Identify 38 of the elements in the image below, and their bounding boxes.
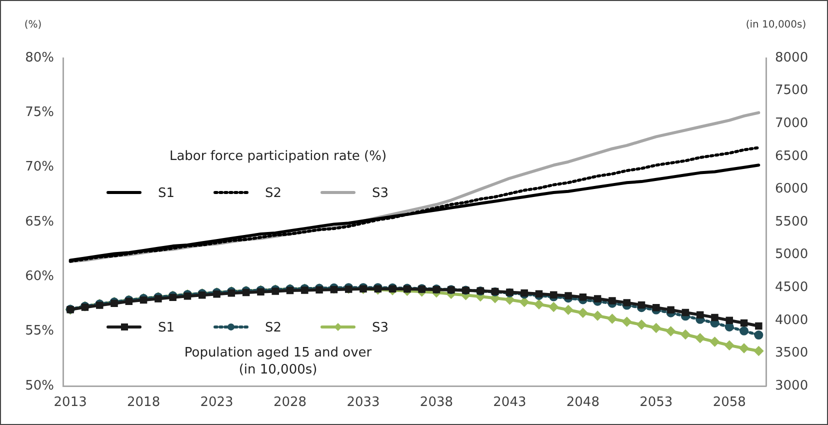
x-tick-label: 2038 [420,395,454,410]
x-tick-label: 2023 [200,395,234,410]
y2-tick-label: 7000 [775,116,808,131]
x-tick-label: 2058 [712,395,746,410]
y-tick-label: 80% [25,50,54,66]
legend-label: S2 [265,320,282,336]
x-tick-label: 2033 [346,395,380,410]
y2-tick-label: 4500 [775,280,808,295]
y2-tick-label: 5500 [775,214,808,230]
x-tick-label: 2048 [566,395,600,410]
legend-label: S1 [158,320,175,336]
x-tick-label: 2053 [640,395,673,410]
y2-tick-label: 3000 [775,378,808,394]
y-tick-label: 70% [25,160,54,175]
legend-label: S2 [265,186,282,201]
annotation: Population aged 15 and over (in 10,000s) [184,346,372,378]
legend-label: S3 [372,186,389,201]
y2-tick-label: 6000 [775,182,808,197]
y-tick-label: 50% [25,378,54,394]
legend-label: S1 [158,186,175,201]
y2-tick-label: 6500 [775,148,808,164]
y2-tick-label: 3500 [775,346,808,361]
y2-tick-label: 5000 [775,247,808,262]
x-tick-label: 2018 [127,395,160,410]
legend-label: S3 [372,320,389,336]
y2-axis-title: (in 10,000s) [746,20,806,31]
y-axis-title: (%) [24,20,42,31]
y-tick-label: 55% [25,324,54,339]
x-tick-label: 2028 [273,395,307,410]
y2-tick-label: 7500 [775,83,808,98]
y-tick-label: 60% [25,269,54,284]
x-tick-label: 2043 [493,395,526,410]
annotation: Labor force participation rate (%) [169,148,387,164]
y2-tick-label: 8000 [775,50,808,66]
y-tick-label: 75% [25,105,54,120]
y-tick-label: 65% [25,214,54,230]
y2-tick-label: 4000 [775,312,808,328]
x-tick-label: 2013 [54,395,87,410]
